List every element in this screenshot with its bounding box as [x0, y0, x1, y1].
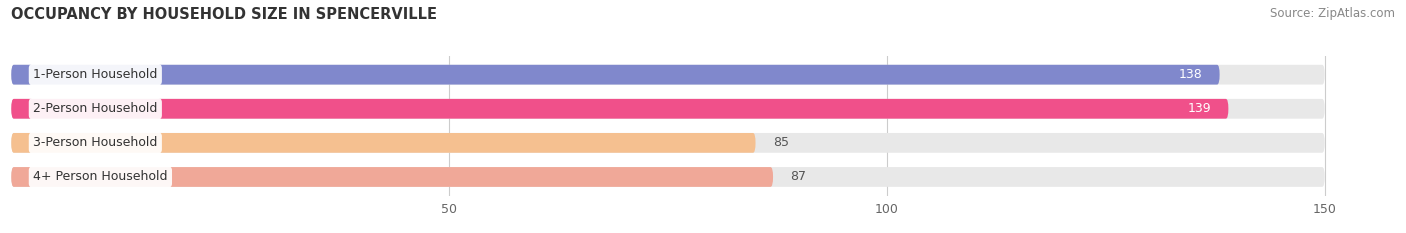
FancyBboxPatch shape	[11, 167, 1324, 187]
FancyBboxPatch shape	[11, 99, 1324, 119]
Text: 4+ Person Household: 4+ Person Household	[34, 171, 167, 183]
Text: 1-Person Household: 1-Person Household	[34, 68, 157, 81]
FancyBboxPatch shape	[11, 65, 1219, 85]
Text: 87: 87	[790, 171, 807, 183]
Text: 85: 85	[773, 136, 789, 149]
Text: OCCUPANCY BY HOUSEHOLD SIZE IN SPENCERVILLE: OCCUPANCY BY HOUSEHOLD SIZE IN SPENCERVI…	[11, 7, 437, 22]
FancyBboxPatch shape	[11, 133, 1324, 153]
FancyBboxPatch shape	[11, 133, 755, 153]
FancyBboxPatch shape	[11, 65, 1324, 85]
FancyBboxPatch shape	[11, 99, 1229, 119]
FancyBboxPatch shape	[11, 167, 773, 187]
Text: Source: ZipAtlas.com: Source: ZipAtlas.com	[1270, 7, 1395, 20]
Text: 2-Person Household: 2-Person Household	[34, 102, 157, 115]
Text: 3-Person Household: 3-Person Household	[34, 136, 157, 149]
Text: 139: 139	[1187, 102, 1211, 115]
Text: 138: 138	[1178, 68, 1202, 81]
